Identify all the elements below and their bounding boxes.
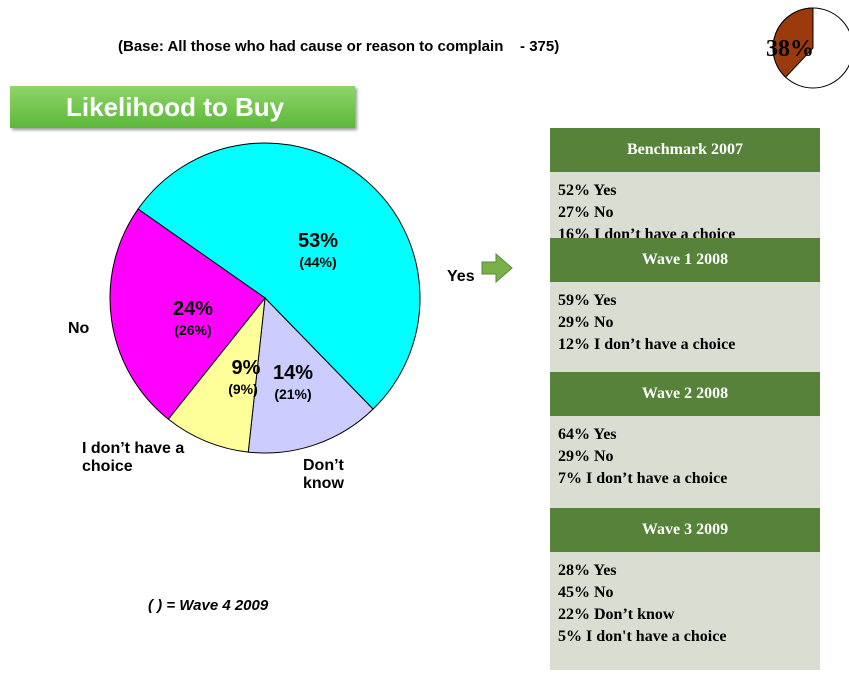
badge-label: 38% bbox=[766, 36, 814, 62]
panel-line: 52% Yes bbox=[558, 182, 617, 199]
arrow bbox=[481, 252, 513, 284]
panel-line: 59% Yes bbox=[558, 292, 617, 309]
panel-line: 12% I don’t have a choice bbox=[558, 336, 736, 353]
category-label: I don’t have a choice bbox=[82, 440, 185, 475]
badge-slice bbox=[772, 7, 814, 78]
annotation: ( ) = Wave 4 2009 bbox=[148, 597, 269, 614]
category-label: Yes bbox=[447, 268, 475, 285]
value-label: 9% bbox=[231, 357, 261, 379]
chart-title: Likelihood to Buy bbox=[10, 86, 355, 128]
base-note: (Base: All those who had cause or reason… bbox=[118, 38, 560, 55]
panel-line: 22% Don’t know bbox=[558, 606, 675, 623]
pie-slice bbox=[109, 208, 266, 420]
category-label: No bbox=[68, 320, 90, 337]
panel-body: 52% Yes 27% No 16% I don’t have a choice bbox=[550, 172, 820, 243]
panel-header: Wave 3 2009 bbox=[550, 508, 820, 552]
panel-line: 29% No bbox=[558, 314, 614, 331]
panel-line: 64% Yes bbox=[558, 426, 617, 443]
panel-body: 59% Yes 29% No 12% I don’t have a choice bbox=[550, 282, 820, 372]
panel-line: 29% No bbox=[558, 448, 614, 465]
panel-body: 28% Yes 45% No 22% Don’t know 5% I don't ha… bbox=[550, 552, 820, 670]
value-label: (26%) bbox=[174, 322, 212, 338]
panel-line: 27% No bbox=[558, 204, 614, 221]
panel-header: Wave 1 2008 bbox=[550, 238, 820, 282]
panel-line: 7% I don’t have a choice bbox=[558, 470, 728, 487]
panel-header: Wave 2 2008 bbox=[550, 372, 820, 416]
value-label: (44%) bbox=[299, 254, 337, 270]
pie-slice bbox=[167, 296, 266, 453]
panel-line: 45% No bbox=[558, 584, 614, 601]
value-label: 14% bbox=[272, 362, 314, 384]
panel-header: Benchmark 2007 bbox=[550, 128, 820, 172]
pie-slice bbox=[247, 296, 374, 454]
value-label: 24% bbox=[172, 298, 214, 320]
category-label: Don’t know bbox=[303, 457, 344, 492]
panel-body: 64% Yes 29% No 7% I don’t have a choice bbox=[550, 416, 820, 508]
panel-line: 28% Yes bbox=[558, 562, 617, 579]
value-label: (21%) bbox=[274, 386, 312, 402]
panel-line: 5% I don't have a choice bbox=[558, 628, 727, 645]
pie-slice bbox=[137, 142, 421, 410]
value-label: (9%) bbox=[228, 381, 258, 397]
value-label: 53% bbox=[297, 230, 339, 252]
